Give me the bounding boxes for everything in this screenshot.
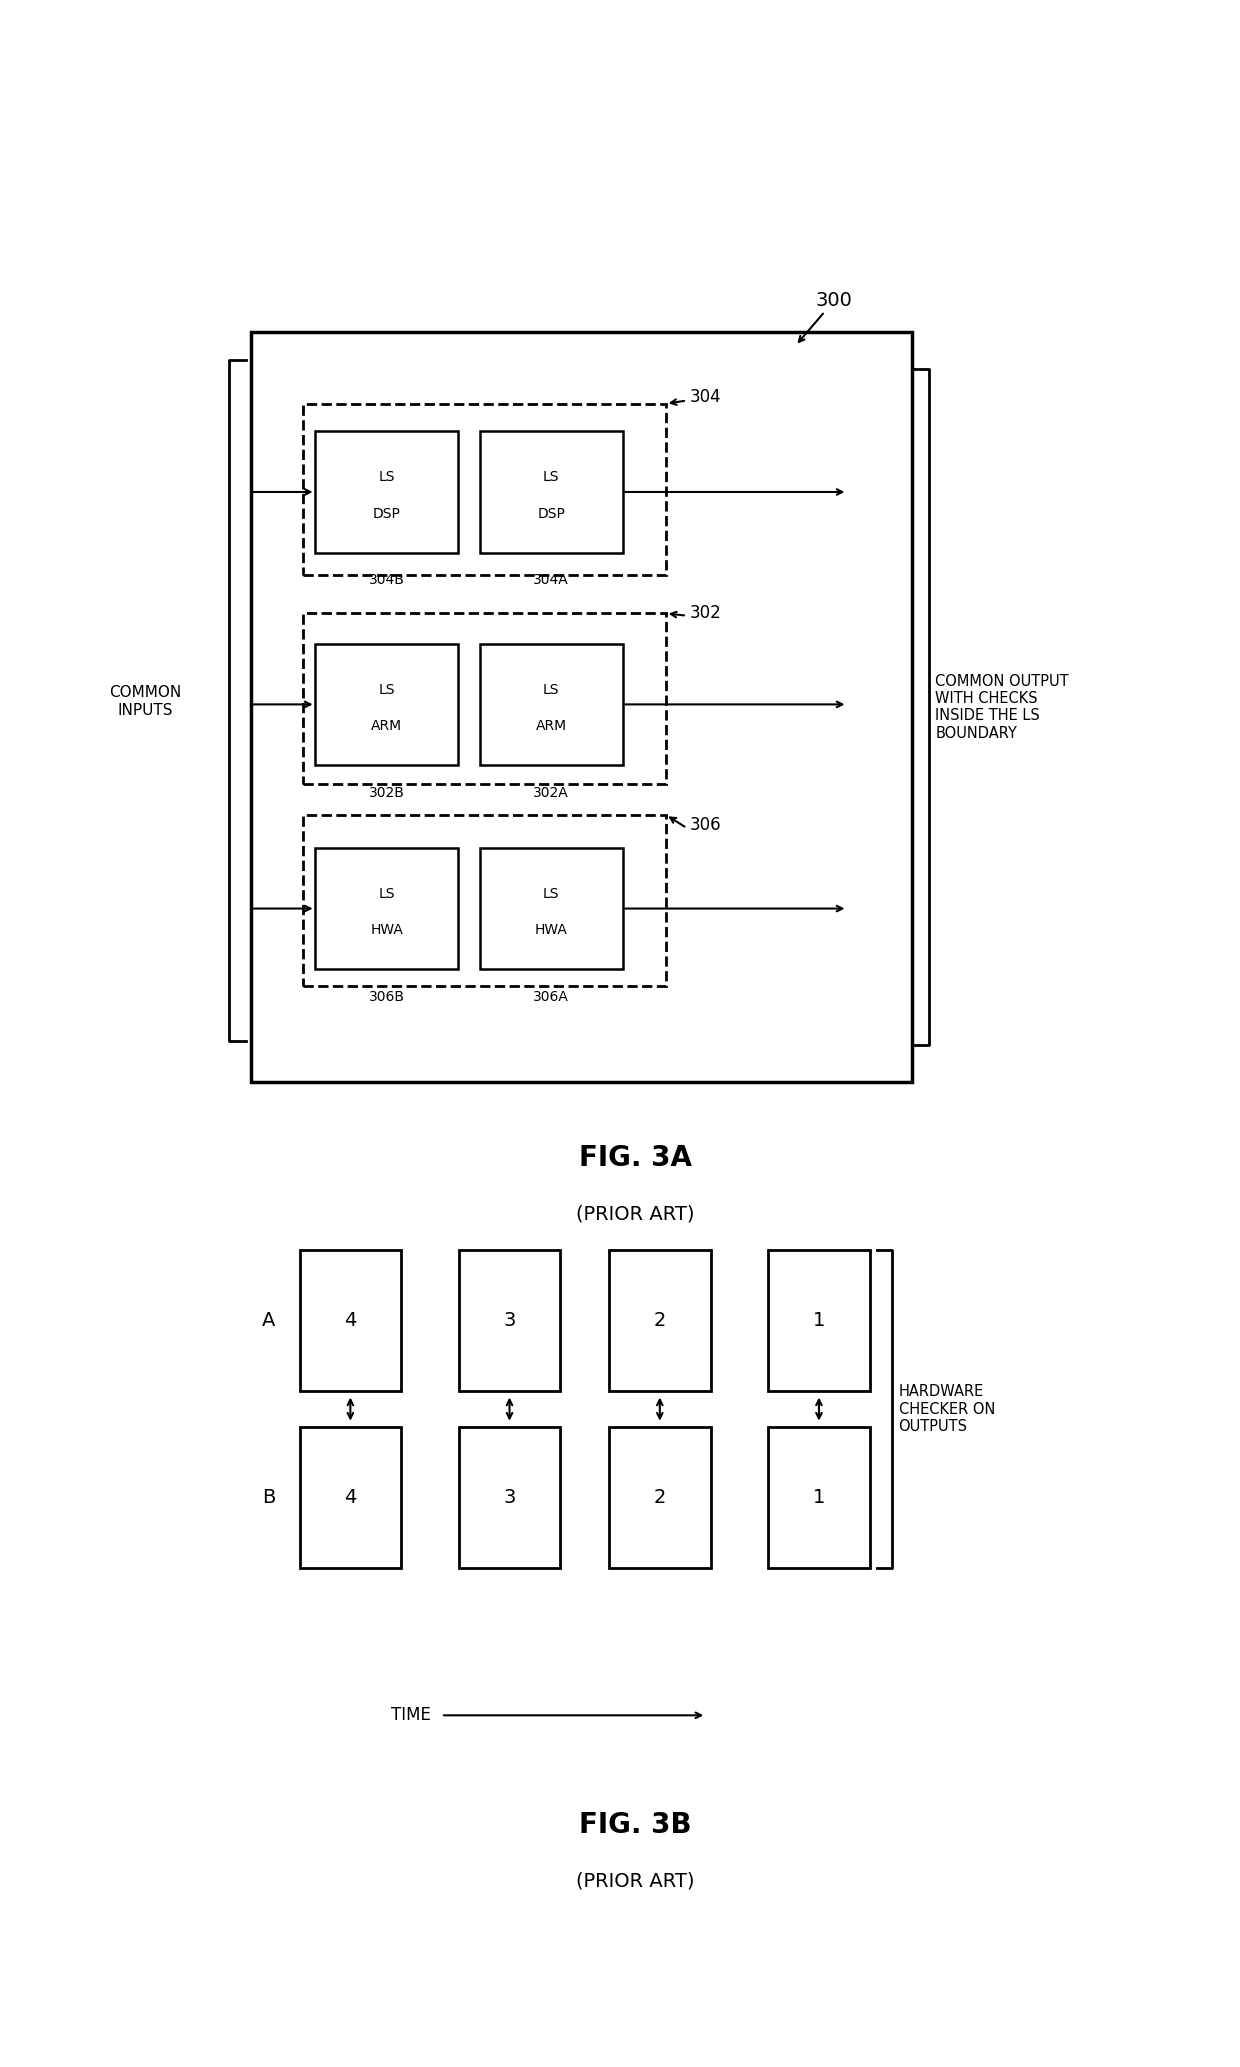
Bar [609, 1251, 711, 1391]
Text: 1: 1 [812, 1488, 825, 1507]
Text: LS: LS [378, 471, 396, 484]
Text: COMMON
INPUTS: COMMON INPUTS [109, 686, 181, 717]
Bar [315, 643, 459, 765]
Text: 4: 4 [345, 1310, 357, 1331]
Bar [315, 847, 459, 969]
Bar [609, 1426, 711, 1569]
Bar [480, 643, 622, 765]
Bar [480, 847, 622, 969]
Text: LS: LS [543, 471, 559, 484]
Text: 304B: 304B [370, 573, 404, 587]
Text: A: A [262, 1310, 275, 1331]
Text: 304: 304 [689, 389, 722, 407]
Text: 3: 3 [503, 1310, 516, 1331]
Text: HARDWARE
CHECKER ON
OUTPUTS: HARDWARE CHECKER ON OUTPUTS [899, 1385, 994, 1434]
Bar [300, 1251, 402, 1391]
Text: (PRIOR ART): (PRIOR ART) [577, 1871, 694, 1891]
Text: (PRIOR ART): (PRIOR ART) [577, 1205, 694, 1224]
Text: FIG. 3A: FIG. 3A [579, 1145, 692, 1172]
Text: DSP: DSP [537, 506, 565, 521]
Text: ARM: ARM [536, 719, 567, 734]
Bar [315, 432, 459, 552]
Bar [303, 814, 666, 986]
Text: B: B [262, 1488, 275, 1507]
Text: 300: 300 [816, 291, 853, 310]
Bar [300, 1426, 402, 1569]
Text: 306B: 306B [368, 990, 404, 1005]
Text: LS: LS [543, 682, 559, 697]
Text: 3: 3 [503, 1488, 516, 1507]
Text: 1: 1 [812, 1310, 825, 1331]
Text: LS: LS [378, 887, 396, 901]
Bar [768, 1251, 869, 1391]
Text: DSP: DSP [373, 506, 401, 521]
Bar [303, 403, 666, 575]
Text: 2: 2 [653, 1488, 666, 1507]
Text: 302A: 302A [533, 785, 569, 800]
Text: 2: 2 [653, 1310, 666, 1331]
Text: HWA: HWA [371, 924, 403, 938]
Text: 306: 306 [689, 816, 722, 833]
Bar [768, 1426, 869, 1569]
Text: HWA: HWA [534, 924, 568, 938]
Text: 4: 4 [345, 1488, 357, 1507]
Text: LS: LS [378, 682, 396, 697]
Text: LS: LS [543, 887, 559, 901]
Bar [459, 1426, 560, 1569]
Bar [480, 432, 622, 552]
Text: 302: 302 [689, 604, 722, 622]
Text: 306A: 306A [533, 990, 569, 1005]
Text: FIG. 3B: FIG. 3B [579, 1811, 692, 1840]
Text: TIME: TIME [391, 1707, 436, 1724]
Bar [303, 614, 666, 783]
Text: 302B: 302B [370, 785, 404, 800]
Bar [459, 1251, 560, 1391]
Text: COMMON OUTPUT
WITH CHECKS
INSIDE THE LS
BOUNDARY: COMMON OUTPUT WITH CHECKS INSIDE THE LS … [935, 674, 1069, 740]
Bar [250, 333, 913, 1083]
Text: 304A: 304A [533, 573, 569, 587]
Text: ARM: ARM [371, 719, 403, 734]
